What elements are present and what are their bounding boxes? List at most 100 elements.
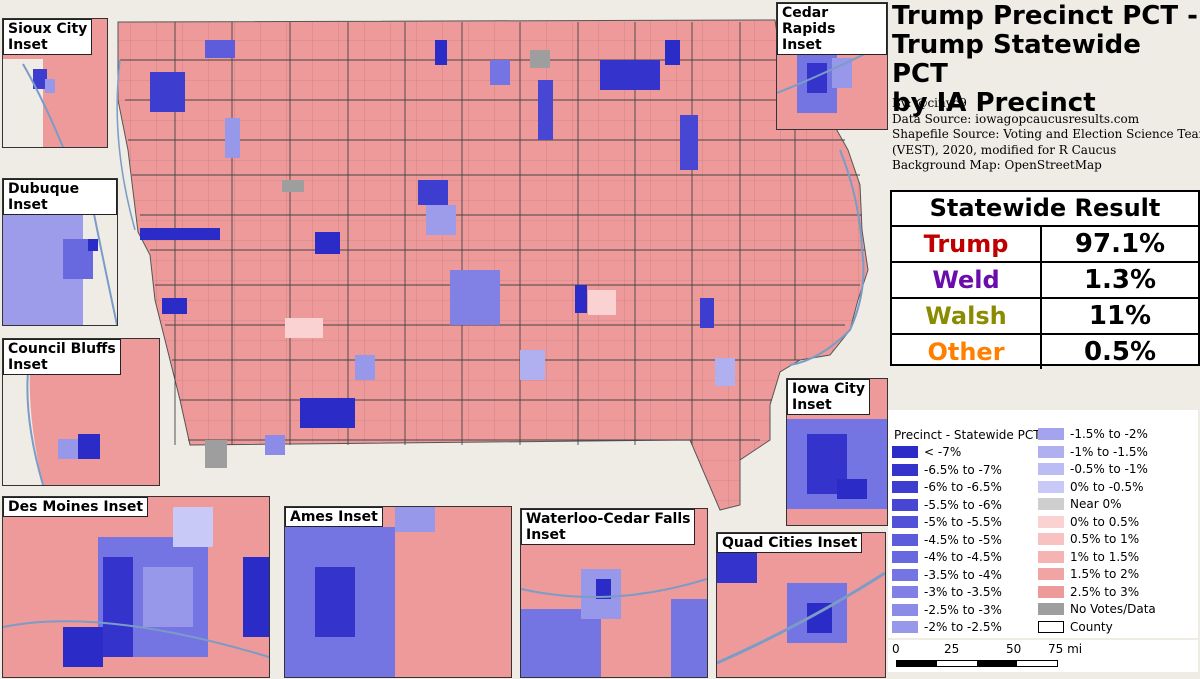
candidate-name: Trump bbox=[892, 227, 1042, 261]
legend-label: -5.5% to -6% bbox=[924, 497, 1002, 512]
credits: By: @cinyc9 Data Source: iowagopcaucusre… bbox=[892, 96, 1200, 174]
scale-tick: 75 mi bbox=[1048, 642, 1083, 656]
legend-swatch bbox=[892, 446, 918, 458]
council-bluffs-inset: Council Bluffs Inset bbox=[2, 338, 160, 486]
legend-swatch bbox=[892, 551, 918, 563]
legend-label: -1% to -1.5% bbox=[1070, 444, 1148, 459]
candidate-pct: 97.1% bbox=[1074, 229, 1166, 259]
legend-swatch bbox=[1038, 585, 1064, 598]
candidate-pct: 0.5% bbox=[1083, 337, 1157, 367]
des-moines-inset-map bbox=[3, 497, 269, 677]
result-row-walsh: Walsh 11% bbox=[892, 299, 1198, 335]
scale-tick: 25 bbox=[944, 642, 960, 656]
legend-label: 1.5% to 2% bbox=[1070, 567, 1140, 581]
result-row-other: Other 0.5% bbox=[892, 335, 1198, 369]
legend-item: -6% to -6.5% bbox=[892, 479, 1002, 495]
sioux-city-inset-title: Sioux City Inset bbox=[3, 19, 93, 55]
legend-item: 0% to 0.5% bbox=[1038, 514, 1139, 530]
legend-title: Precinct - Statewide PCT bbox=[894, 428, 1041, 442]
candidate-pct: 11% bbox=[1088, 301, 1152, 331]
legend-label: -4% to -4.5% bbox=[924, 550, 1002, 564]
legend-item: -6.5% to -7% bbox=[892, 462, 1002, 478]
legend-swatch bbox=[1038, 568, 1064, 580]
legend-item: Near 0% bbox=[1038, 496, 1122, 512]
legend: Precinct - Statewide PCT < -7% -6.5% to -… bbox=[888, 410, 1198, 638]
legend-label: -3.5% to -4% bbox=[924, 567, 1002, 582]
scale-bar: 0 25 50 75 mi bbox=[888, 640, 1198, 672]
legend-swatch bbox=[892, 621, 918, 633]
statewide-result-table: Statewide Result Trump 97.1% Weld 1.3% W… bbox=[890, 190, 1200, 369]
result-row-weld: Weld 1.3% bbox=[892, 263, 1198, 299]
county-lines bbox=[120, 22, 865, 460]
waterloo-cedar-falls-inset: Waterloo-Cedar Falls Inset bbox=[520, 508, 708, 678]
legend-swatch bbox=[892, 463, 918, 476]
candidate-name: Walsh bbox=[892, 299, 1042, 333]
legend-swatch bbox=[892, 481, 918, 493]
ames-inset-title: Ames Inset bbox=[285, 507, 383, 527]
ames-inset: Ames Inset bbox=[284, 506, 512, 678]
legend-swatch bbox=[1038, 498, 1064, 510]
dubuque-inset: Dubuque Inset bbox=[2, 178, 118, 326]
legend-label: < -7% bbox=[924, 445, 962, 459]
legend-swatch bbox=[892, 533, 918, 546]
iowa-city-inset: Iowa City Inset bbox=[786, 378, 888, 526]
legend-item: -5.5% to -6% bbox=[892, 497, 1002, 513]
legend-item: No Votes/Data bbox=[1038, 601, 1156, 617]
legend-label: -3% to -3.5% bbox=[924, 585, 1002, 599]
candidate-name: Other bbox=[892, 335, 1042, 369]
dubuque-inset-map bbox=[3, 179, 117, 325]
legend-label: -4.5% to -5% bbox=[924, 532, 1002, 547]
legend-label: Near 0% bbox=[1070, 497, 1122, 511]
des-moines-inset: Des Moines Inset bbox=[2, 496, 270, 678]
iowa-city-inset-title: Iowa City Inset bbox=[787, 379, 870, 415]
legend-swatch bbox=[1038, 428, 1064, 440]
legend-label: -2% to -2.5% bbox=[924, 620, 1002, 634]
cedar-rapids-inset-title: Cedar Rapids Inset bbox=[777, 3, 887, 55]
legend-item: -1% to -1.5% bbox=[1038, 444, 1148, 460]
scale-bar-graphic bbox=[896, 660, 1058, 667]
legend-label: -6% to -6.5% bbox=[924, 480, 1002, 494]
scale-tick: 50 bbox=[1006, 642, 1022, 656]
legend-swatch bbox=[1038, 550, 1064, 563]
legend-swatch bbox=[1038, 533, 1064, 545]
legend-item: 0% to -0.5% bbox=[1038, 479, 1144, 495]
scale-tick: 0 bbox=[892, 642, 900, 656]
legend-swatch bbox=[892, 568, 918, 581]
ames-inset-map bbox=[285, 507, 511, 677]
legend-item: 1.5% to 2% bbox=[1038, 566, 1139, 582]
credit-shapefile-1: Shapefile Source: Voting and Election Sc… bbox=[892, 127, 1200, 141]
quad-cities-inset-map bbox=[717, 533, 885, 677]
legend-label: No Votes/Data bbox=[1070, 602, 1156, 616]
legend-item: -3% to -3.5% bbox=[892, 584, 1002, 600]
legend-label: -6.5% to -7% bbox=[924, 462, 1002, 477]
legend-item: 0.5% to 1% bbox=[1038, 531, 1139, 547]
legend-swatch bbox=[1038, 480, 1064, 493]
legend-item: County bbox=[1038, 619, 1113, 635]
legend-swatch bbox=[1038, 445, 1064, 458]
legend-swatch bbox=[1038, 515, 1064, 528]
legend-item: -1.5% to -2% bbox=[1038, 426, 1148, 442]
council-bluffs-inset-title: Council Bluffs Inset bbox=[3, 339, 121, 375]
legend-item: -4.5% to -5% bbox=[892, 532, 1002, 548]
legend-item: 2.5% to 3% bbox=[1038, 584, 1139, 600]
legend-label: 0.5% to 1% bbox=[1070, 532, 1140, 546]
legend-label: 1% to 1.5% bbox=[1070, 549, 1140, 564]
legend-label: 0% to 0.5% bbox=[1070, 514, 1140, 529]
quad-cities-inset-title: Quad Cities Inset bbox=[717, 533, 863, 553]
waterloo-cedar-falls-inset-title: Waterloo-Cedar Falls Inset bbox=[521, 509, 696, 545]
credit-shapefile-2: (VEST), 2020, modified for R Caucus bbox=[892, 142, 1117, 157]
credit-data-source: Data Source: iowagopcaucusresults.com bbox=[892, 111, 1140, 126]
dubuque-inset-title: Dubuque Inset bbox=[3, 179, 117, 215]
legend-swatch bbox=[892, 603, 918, 616]
legend-item: 1% to 1.5% bbox=[1038, 549, 1139, 565]
legend-item: -3.5% to -4% bbox=[892, 567, 1002, 583]
result-row-trump: Trump 97.1% bbox=[892, 227, 1198, 263]
map-title: Trump Precinct PCT - Trump Statewide PCT… bbox=[892, 1, 1198, 118]
legend-item: -5% to -5.5% bbox=[892, 514, 1002, 530]
legend-swatch bbox=[1038, 603, 1064, 615]
legend-label: -0.5% to -1% bbox=[1070, 462, 1148, 476]
legend-label: 2.5% to 3% bbox=[1070, 584, 1140, 599]
legend-swatch bbox=[1038, 620, 1064, 633]
legend-label: -1.5% to -2% bbox=[1070, 427, 1148, 441]
legend-swatch bbox=[892, 498, 918, 511]
